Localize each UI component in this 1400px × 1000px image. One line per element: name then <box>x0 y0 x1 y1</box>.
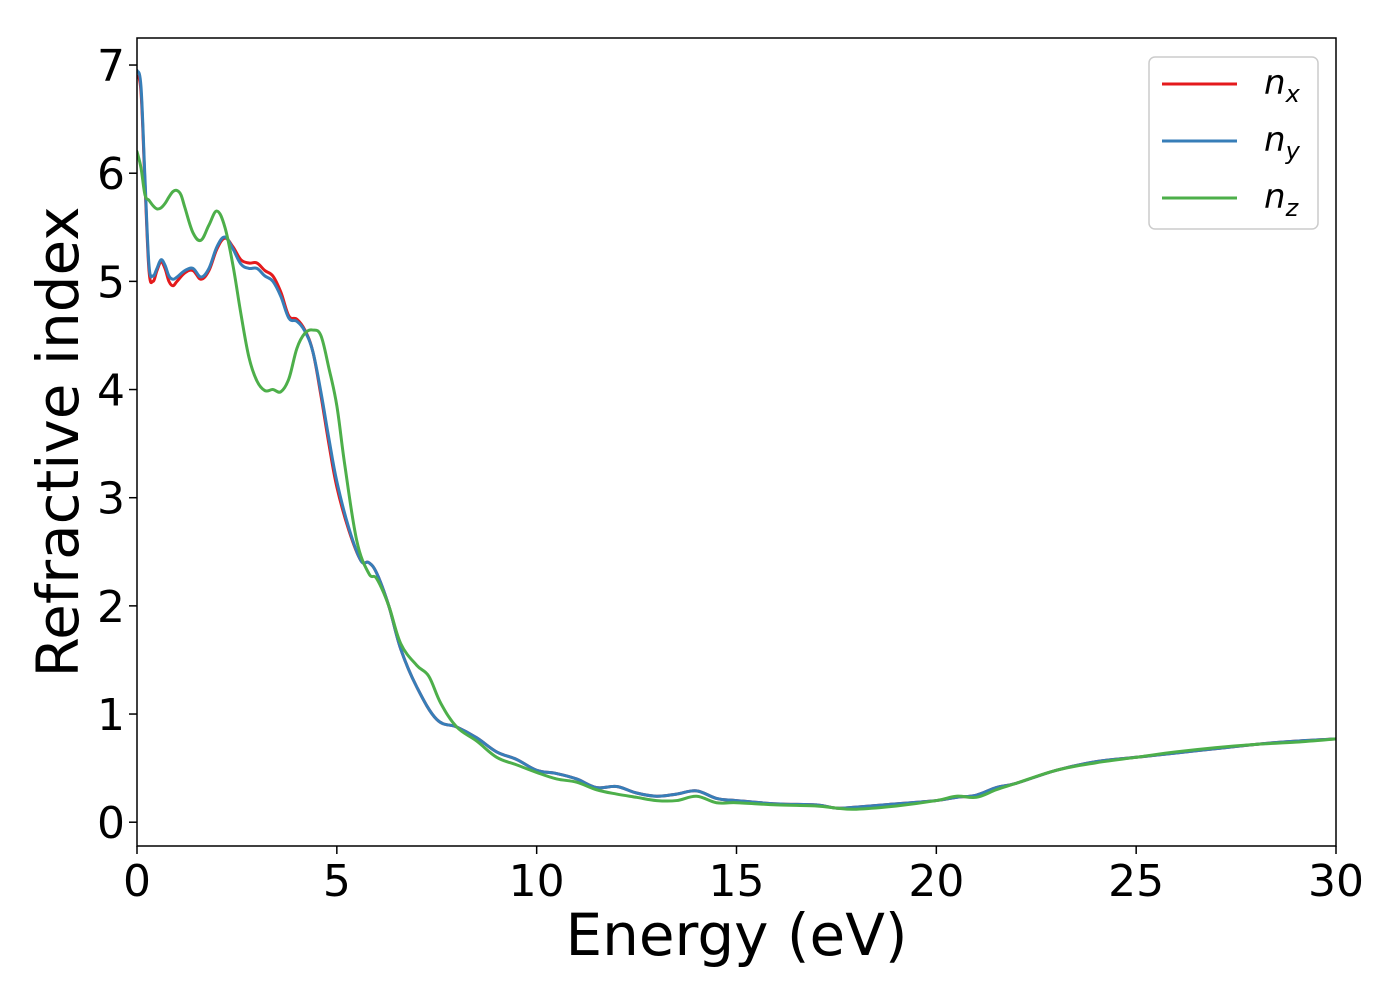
series-layer <box>137 68 1336 811</box>
y-tick-label: 3 <box>97 474 125 525</box>
y-tick-label: 6 <box>97 149 125 200</box>
x-tick-label: 10 <box>509 856 565 907</box>
x-tick-label: 15 <box>709 856 765 907</box>
legend: nx ny nz <box>1148 56 1319 230</box>
y-tick-label: 5 <box>97 257 125 308</box>
legend-entry-x: nx <box>1264 63 1301 108</box>
series-line-n-z <box>137 150 1336 811</box>
y-tick-label: 7 <box>97 41 125 92</box>
x-tick-label: 0 <box>123 856 151 907</box>
y-tick-label: 2 <box>97 582 125 633</box>
legend-entry-z: nz <box>1264 177 1300 222</box>
x-tick-label: 20 <box>908 856 964 907</box>
y-axis-label: Refractive index <box>24 206 92 677</box>
legend-box <box>1148 56 1319 230</box>
legend-entry-y: ny <box>1264 120 1301 165</box>
x-tick-label: 25 <box>1108 856 1164 907</box>
y-tick-label: 0 <box>97 798 125 849</box>
x-tick-label: 30 <box>1308 856 1364 907</box>
x-tick-label: 5 <box>323 856 351 907</box>
x-axis-ticks: 0 5 10 15 20 25 30 <box>123 846 1364 907</box>
y-tick-label: 4 <box>97 366 125 417</box>
y-axis-ticks: 0 1 2 3 4 5 6 7 <box>97 41 137 849</box>
x-axis-label: Energy (eV) <box>565 901 907 969</box>
plot-area <box>136 37 1337 847</box>
y-tick-label: 1 <box>97 690 125 741</box>
